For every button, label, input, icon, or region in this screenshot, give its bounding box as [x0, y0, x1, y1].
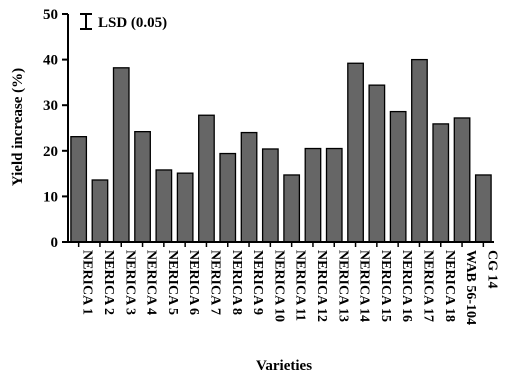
x-tick-label: NERICA 2	[101, 250, 116, 315]
x-ticks: NERICA 1 NERICA 2 NERICA 3 NERICA 4 NERICA 5…	[77, 242, 499, 325]
bar-4	[134, 130, 151, 243]
y-tick-label: 50	[43, 7, 58, 23]
bar-15	[368, 84, 386, 243]
x-tick-label: NERICA 9	[250, 250, 265, 315]
x-tick-label: CG 14	[484, 250, 499, 289]
y-tick-label: 40	[43, 53, 58, 69]
bar-3	[112, 67, 130, 243]
bar-17	[411, 58, 428, 243]
x-tick-label: NERICA 8	[229, 250, 244, 315]
x-tick-label: NERICA 16	[399, 250, 414, 322]
bar-11	[283, 174, 301, 243]
x-tick-label: NERICA 3	[122, 250, 137, 315]
x-tick-label: NERICA 13	[335, 250, 350, 322]
y-ticks: 0 10 20 30 40 50	[43, 7, 68, 251]
y-axis-title: Yield increase (%)	[10, 68, 26, 186]
x-tick-label: NERICA 17	[420, 250, 435, 322]
x-tick-label: WAB 56-104	[463, 250, 478, 325]
bar-7	[198, 114, 215, 243]
bar-19	[453, 117, 471, 243]
x-tick-label: NERICA 4	[144, 250, 159, 315]
x-tick-label: NERICA 5	[165, 250, 180, 315]
legend: LSD (0.05)	[80, 13, 167, 31]
x-tick-label: NERICA 18	[442, 250, 457, 322]
bar-10	[261, 148, 279, 243]
bar-2	[91, 179, 109, 243]
bar-5	[155, 169, 173, 243]
x-tick-label: NERICA 14	[357, 250, 372, 322]
x-tick-label: NERICA 6	[186, 250, 201, 315]
bars-group	[70, 58, 492, 243]
y-tick-label: 0	[51, 235, 59, 251]
x-tick-label: NERICA 12	[314, 250, 329, 322]
x-tick-label: NERICA 1	[80, 250, 95, 315]
y-tick-label: 20	[43, 144, 58, 160]
x-tick-label: NERICA 10	[271, 250, 286, 322]
x-tick-label: NERICA 15	[378, 250, 393, 322]
bar-16	[389, 110, 407, 243]
y-tick-label: 30	[43, 98, 58, 114]
bar-18	[432, 123, 450, 243]
bar-8	[219, 152, 237, 243]
bar-12	[304, 147, 322, 243]
bar-9	[240, 131, 258, 243]
bar-20	[474, 174, 492, 243]
x-tick-label: NERICA 7	[207, 250, 222, 315]
bar-1	[70, 136, 88, 243]
legend-label: LSD (0.05)	[98, 15, 167, 31]
bar-13	[325, 147, 343, 243]
bar-6	[176, 172, 194, 243]
x-axis-title: Varieties	[256, 358, 312, 374]
y-tick-label: 10	[43, 189, 58, 205]
x-tick-label: NERICA 11	[293, 250, 308, 321]
bar-14	[347, 62, 364, 243]
